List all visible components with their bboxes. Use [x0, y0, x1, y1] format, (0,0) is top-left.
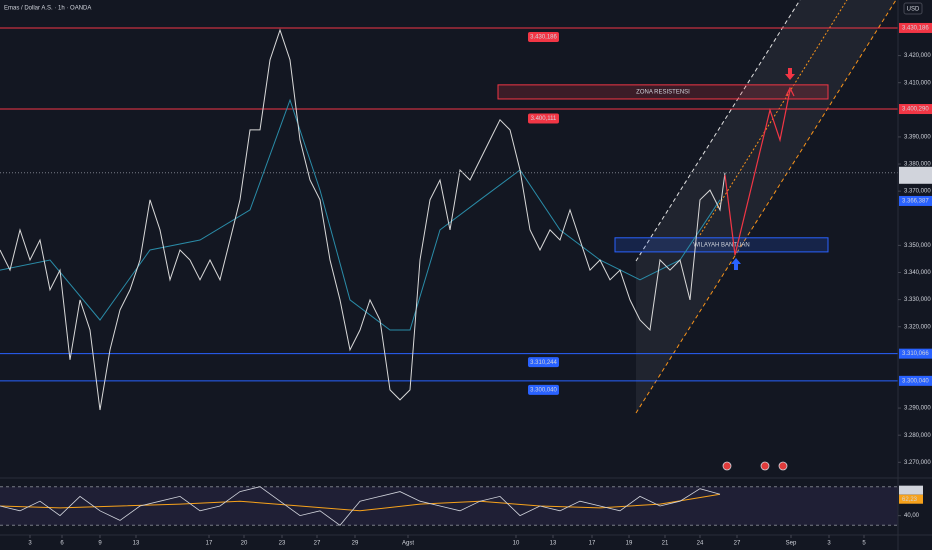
level-tag-label: 3.400,111: [531, 116, 557, 122]
zone-label: ZONA RESISTENSI: [636, 89, 690, 95]
ma-axis-box: [899, 195, 932, 206]
current-price-box: [899, 166, 932, 184]
x-tick-label: 3: [827, 541, 831, 547]
y-tick-label: 3.330,000: [904, 297, 931, 303]
x-tick-label: 6: [60, 541, 64, 547]
level-axis-box: [899, 348, 932, 359]
projection-arrowhead: [785, 86, 795, 97]
level-tag-label: 3.430,186: [530, 35, 557, 41]
rsi-signal: [0, 493, 721, 512]
channel-upper: [635, 0, 801, 262]
level-axis-label: 3.400,290: [902, 107, 929, 113]
level-axis-label: 3.310,066: [902, 351, 929, 357]
event-icon[interactable]: [760, 461, 770, 471]
x-tick-label: 19: [626, 541, 633, 547]
currency-box[interactable]: [903, 2, 923, 15]
x-tick-label: 27: [314, 541, 321, 547]
rsi-last-box: [899, 494, 923, 504]
current-price-label: 3.376,775: [902, 169, 929, 175]
level-tag-label: 3.310,244: [530, 360, 557, 366]
events: [722, 461, 788, 471]
x-tick-label: 13: [133, 541, 140, 547]
rsi-band: [0, 486, 898, 526]
y-tick-label: 3.320,000: [904, 324, 931, 330]
price-line: [0, 28, 726, 411]
channel-lower: [635, 0, 897, 414]
y-tick-label: 3.340,000: [904, 270, 931, 276]
plot: ZONA RESISTENSI WILAYAH BANTUAN 3.430,186 3…: [0, 27, 898, 526]
y-tick-label: 3.370,000: [904, 189, 931, 195]
y-tick-label: 3.420,000: [904, 53, 931, 59]
y-tick-label: 3.410,000: [904, 80, 931, 86]
x-tick-label: 13: [550, 541, 557, 547]
rsi-line: [0, 486, 721, 526]
level-tag-box: [528, 357, 559, 368]
level-axis-box: [899, 104, 932, 115]
level-tag-label: 3.300,040: [530, 387, 557, 393]
rsi-tick-label: 40,00: [904, 513, 920, 519]
x-tick-label: 5: [862, 541, 866, 547]
y-tick-label: 3.350,000: [904, 243, 931, 249]
level-axis-label: 3.300,040: [902, 378, 929, 384]
level-axis-label: 3.430,186: [902, 26, 929, 32]
projection-path: [724, 89, 791, 256]
x-tick-label: 9: [98, 541, 102, 547]
level-tag-box: [528, 384, 559, 395]
zone: [497, 84, 829, 100]
level-axis-box: [899, 375, 932, 386]
x-tick-label: 10: [513, 541, 520, 547]
rsi-last-label: 62,23: [902, 497, 918, 503]
zone-label: WILAYAH BANTUAN: [693, 242, 749, 248]
y-tick-label: 3.290,000: [904, 406, 931, 412]
event-icon[interactable]: [778, 461, 788, 471]
x-tick-label: 20: [241, 541, 248, 547]
x-tick-label: 23: [279, 541, 286, 547]
x-tick-label: 29: [352, 541, 359, 547]
up-arrow: [731, 258, 741, 270]
x-tick-label: 27: [734, 541, 741, 547]
y-tick-label: 3.380,000: [904, 162, 931, 168]
zone: [614, 237, 829, 253]
rsi-last-box: [899, 485, 923, 495]
x-tick-label: 3: [28, 541, 32, 547]
x-tick-label: Agst: [402, 541, 414, 547]
x-tick-label: 24: [697, 541, 704, 547]
x-tick-label: 17: [589, 541, 596, 547]
down-arrow: [785, 68, 795, 80]
x-tick-label: 21: [662, 541, 669, 547]
ma-axis-label: 3.366,387: [902, 199, 929, 205]
x-tick-label: 17: [206, 541, 213, 547]
y-tick-label: 3.270,000: [904, 460, 931, 466]
level-tag-box: [528, 113, 559, 124]
y-tick-label: 3.390,000: [904, 135, 931, 141]
chart-title: Emas / Dollar A.S. · 1h · OANDA: [4, 6, 91, 12]
y-tick-label: 3.280,000: [904, 433, 931, 439]
level-axis-box: [899, 22, 932, 33]
level-tag-box: [528, 31, 559, 42]
countdown: 02:01:35: [902, 176, 926, 182]
x-tick-label: Sep: [786, 541, 797, 547]
currency: USD: [907, 7, 920, 13]
event-icon[interactable]: [722, 461, 732, 471]
rsi-last-label: 62,30: [902, 488, 918, 494]
